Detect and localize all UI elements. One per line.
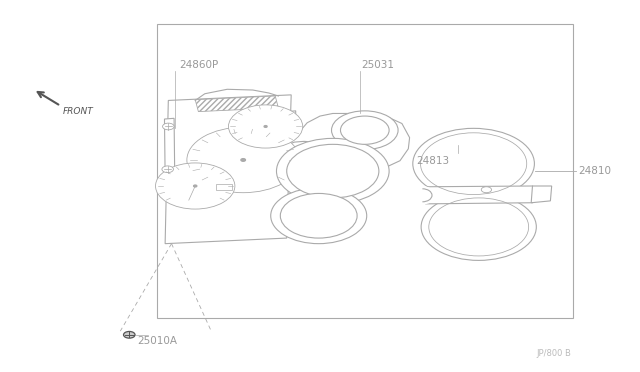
Text: 24810: 24810 <box>578 166 611 176</box>
Circle shape <box>124 331 135 338</box>
Circle shape <box>163 123 174 130</box>
Polygon shape <box>531 186 552 203</box>
Circle shape <box>228 105 303 148</box>
Circle shape <box>420 133 527 195</box>
Polygon shape <box>300 112 413 216</box>
Circle shape <box>187 127 300 193</box>
Circle shape <box>276 138 389 204</box>
Circle shape <box>156 163 235 209</box>
Bar <box>157 24 573 318</box>
Circle shape <box>421 193 536 260</box>
Circle shape <box>162 166 173 173</box>
Circle shape <box>194 185 196 187</box>
Circle shape <box>271 188 367 244</box>
Text: 24813: 24813 <box>416 156 449 166</box>
Text: 24860P: 24860P <box>179 60 218 70</box>
Circle shape <box>413 128 534 199</box>
Polygon shape <box>195 96 278 112</box>
Circle shape <box>429 198 529 256</box>
Text: 25010A: 25010A <box>138 336 178 346</box>
Circle shape <box>481 187 492 193</box>
Polygon shape <box>165 95 291 244</box>
Text: FRONT: FRONT <box>63 107 93 116</box>
Circle shape <box>332 111 398 150</box>
Text: 25031: 25031 <box>362 60 395 70</box>
Circle shape <box>280 193 357 238</box>
Polygon shape <box>164 118 175 176</box>
Text: JP/800 B: JP/800 B <box>536 349 571 358</box>
Bar <box>216 184 232 190</box>
Polygon shape <box>426 186 532 204</box>
Circle shape <box>241 158 246 161</box>
Circle shape <box>264 126 267 127</box>
Circle shape <box>287 144 379 198</box>
Circle shape <box>340 116 389 144</box>
